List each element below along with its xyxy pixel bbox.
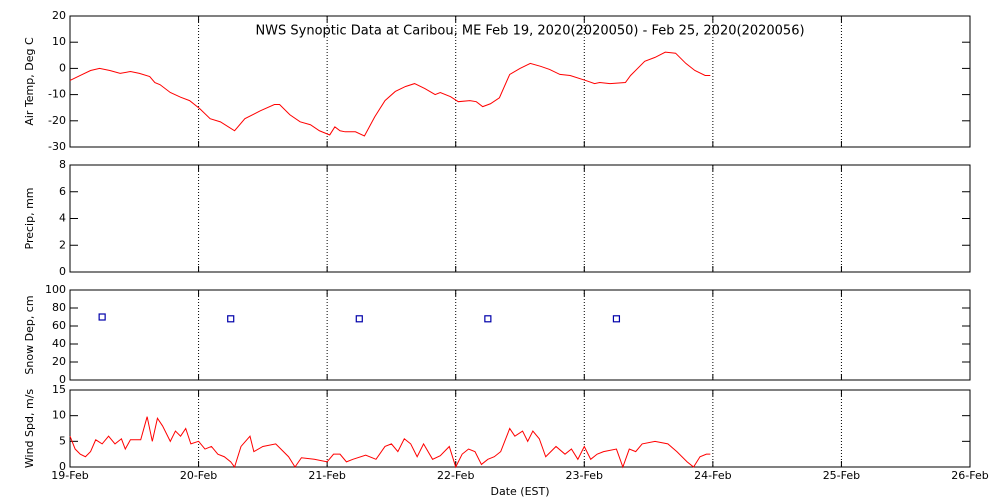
data-point [612,315,621,323]
plot-frame [69,289,971,381]
plot-frame [69,15,971,148]
y-axis-label: Air Temp, Deg C [23,37,36,126]
y-tick-label: 0 [59,373,66,386]
y-axis-label: Wind Spd, m/s [23,389,36,469]
data-point [484,315,492,323]
plot-frame [69,389,971,468]
x-tick-label: 24-Feb [694,469,731,482]
x-axis-label: Date (EST) [490,485,549,498]
y-axis-label: Precip, mm [23,188,36,250]
y-tick-label: 6 [59,185,66,198]
chart-title: NWS Synoptic Data at Caribou, ME Feb 19,… [255,24,804,39]
y-tick-label: 5 [59,434,66,447]
y-tick-label: 80 [52,301,66,314]
x-tick-label: 25-Feb [823,469,860,482]
y-tick-label: 0 [59,460,66,473]
y-tick-label: 20 [52,9,66,22]
y-tick-label: 15 [52,383,66,396]
x-tick-label: 26-Feb [951,469,988,482]
x-tick-label: 23-Feb [566,469,603,482]
y-tick-label: 2 [59,238,66,251]
x-tick-label: 20-Feb [180,469,217,482]
data-line [69,416,711,469]
data-point [98,313,106,321]
y-tick-label: 60 [52,319,66,332]
data-point [355,315,363,323]
y-tick-label: 20 [52,355,66,368]
x-tick-label: 22-Feb [437,469,474,482]
data-point [227,315,235,323]
y-tick-label: -10 [48,88,66,101]
y-tick-label: -20 [48,114,66,127]
x-tick-label: 21-Feb [308,469,345,482]
y-tick-label: 40 [52,337,66,350]
y-tick-label: 8 [59,158,66,171]
y-tick-label: 0 [59,265,66,278]
y-tick-label: -30 [48,140,66,153]
y-tick-label: 10 [52,35,66,48]
y-tick-label: 0 [59,61,66,74]
y-tick-label: 4 [59,212,66,225]
y-tick-label: 10 [52,409,66,422]
data-line [69,51,711,137]
x-tick-label: 19-Feb [51,469,88,482]
y-axis-label: Snow Dep, cm [23,295,36,374]
y-tick-label: 100 [45,283,66,296]
